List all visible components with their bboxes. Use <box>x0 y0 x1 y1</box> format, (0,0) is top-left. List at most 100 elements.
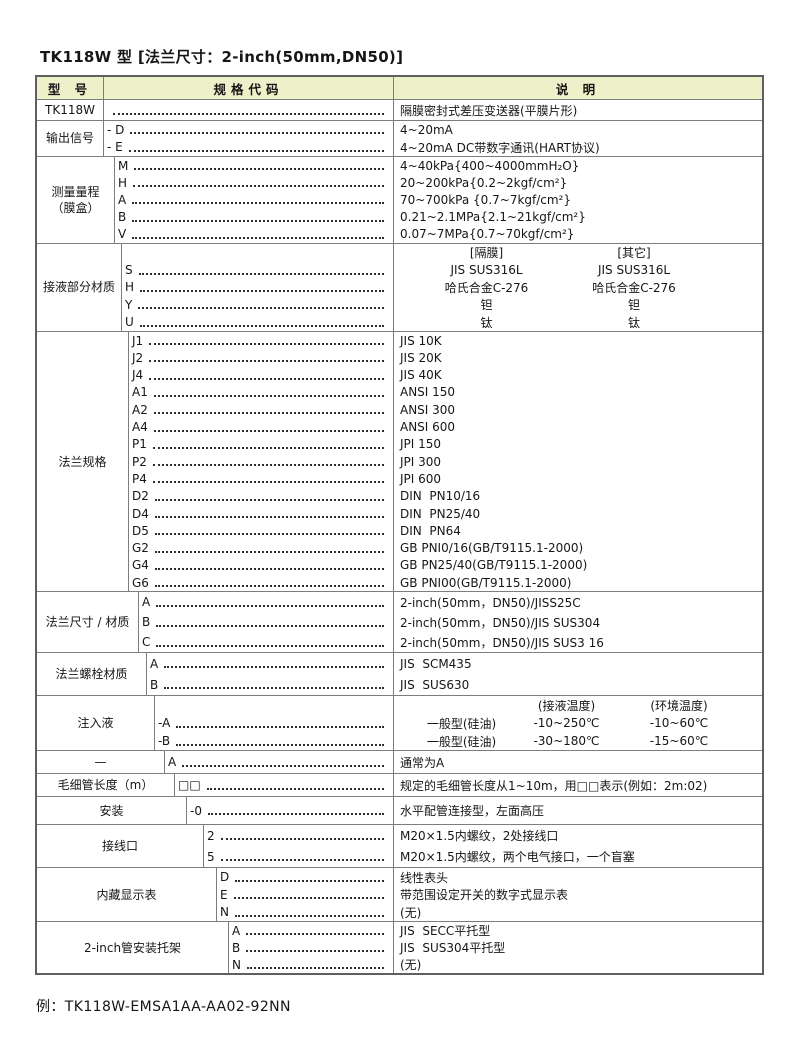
desc-column: JIS SECC平托型 JIS SUS304平托型 (无) <box>393 922 762 974</box>
code-line: D5 <box>129 522 393 539</box>
dotted-leader <box>132 236 384 239</box>
code-line: -0 <box>187 797 393 824</box>
section-label: 毛细管长度（m） <box>37 774 175 797</box>
spec-desc: 0.07~7MPa{0.7~70kgf/cm²} <box>400 227 575 242</box>
desc-column: JIS 10K JIS 20K JIS 40K ANSI 150 ANSI 30… <box>393 331 762 592</box>
code-line: 5 <box>204 846 393 867</box>
desc-column: [隔膜] [其它] JIS SUS316L JIS SUS316L 哈氏合金C-27… <box>393 243 762 331</box>
spec-code: D <box>220 870 230 885</box>
spec-code: A4 <box>132 420 148 435</box>
code-column: -0 <box>187 797 393 824</box>
code-line: B <box>115 209 393 226</box>
spec-code: Y <box>125 297 133 312</box>
spec-code: 5 <box>207 849 215 864</box>
spec-code: E <box>220 887 228 902</box>
spec-code: -A <box>158 716 171 731</box>
page-title: TK118W 型 [法兰尺寸：2-inch(50mm,DN50)] <box>40 48 404 66</box>
section-label: 内藏显示表 <box>37 868 217 922</box>
section-label: 测量量程 （膜盒） <box>37 157 115 243</box>
spec-code: B <box>150 677 159 692</box>
spec-code: H <box>118 175 128 190</box>
spec-code: G2 <box>132 541 149 556</box>
spec-code: N <box>220 905 229 920</box>
section-fill-fluid: 注入液 -A -B (接液温度) (环境温度) 一般型(硅油) -10~250℃ -1… <box>37 695 762 751</box>
desc-column: 水平配管连接型，左面高压 <box>393 797 762 825</box>
code-line: H <box>115 174 393 191</box>
spec-desc: 哈氏合金C-276 哈氏合金C-276 <box>444 280 676 295</box>
dotted-leader <box>164 687 384 690</box>
desc-column: 规定的毛细管长度从1~10m，用□□表示(例如：2m:02) <box>393 774 762 797</box>
spec-desc: 水平配管连接型，左面高压 <box>400 804 545 819</box>
desc-column: M20×1.5内螺纹，2处接线口 M20×1.5内螺纹，两个电气接口，一个盲塞 <box>393 825 762 868</box>
code-line: A <box>229 922 393 939</box>
temperature-col-headers: (接液温度) (环境温度) <box>537 698 708 713</box>
dotted-leader <box>156 644 384 647</box>
capillary-code-boxes: □□ <box>178 778 201 793</box>
spec-desc: 钽钽 <box>480 298 640 313</box>
code-line: D4 <box>129 505 393 522</box>
code-line: G6 <box>129 574 393 591</box>
spec-code: P1 <box>132 437 147 452</box>
dotted-leader <box>234 914 384 917</box>
spec-desc: GB PN25/40(GB/T9115.1-2000) <box>400 558 588 573</box>
spec-code: 2 <box>207 828 215 843</box>
spec-desc: M20×1.5内螺纹，2处接线口 <box>400 829 559 844</box>
section-label: 法兰螺栓材质 <box>37 653 147 696</box>
spec-desc: 4~40kPa{400~4000mmH₂O} <box>400 158 580 173</box>
spec-desc: JIS SECC平托型 <box>400 924 491 939</box>
dotted-leader <box>154 533 384 536</box>
dotted-leader <box>132 219 384 222</box>
code-line: P4 <box>129 470 393 487</box>
code-line: C <box>139 632 393 652</box>
dotted-leader <box>246 933 384 936</box>
section-flange-size-material: 法兰尺寸 / 材质 A B C 2-inch(50mm，DN50)/JISS25… <box>37 591 762 653</box>
spec-desc: 20~200kPa{0.2~2kgf/cm²} <box>400 175 568 190</box>
code-column: - D - E <box>104 121 393 156</box>
material-col-headers: [隔膜] [其它] <box>469 246 651 261</box>
spec-code: D2 <box>132 489 149 504</box>
dotted-leader <box>156 624 384 627</box>
code-column: □□ <box>175 774 393 796</box>
section-label: — <box>37 751 165 774</box>
spec-code: U <box>125 315 134 330</box>
header-model: 型 号 <box>37 77 104 99</box>
spec-desc: 一般型(硅油) -10~250℃ -10~60℃ <box>426 716 709 731</box>
spec-desc: ANSI 150 <box>400 385 456 400</box>
dotted-leader <box>130 132 384 135</box>
spec-desc: (无) <box>400 905 422 920</box>
dotted-leader <box>153 429 384 432</box>
section-mounting: 安装 -0 水平配管连接型，左面高压 <box>37 796 762 825</box>
spec-desc: DIN PN25/40 <box>400 506 481 521</box>
spec-code: -B <box>158 734 171 749</box>
section-wetted-parts-material: 接液部分材质 S H Y U [隔膜] [其它] JIS SUS316L JIS S… <box>37 242 762 331</box>
code-column: D E N <box>217 868 393 921</box>
code-line: - D <box>104 121 393 139</box>
spec-desc: JIS SUS316L JIS SUS316L <box>450 263 671 278</box>
spec-code: J1 <box>132 333 144 348</box>
section-capillary-length: 毛细管长度（m） □□ 规定的毛细管长度从1~10m，用□□表示(例如：2m:0… <box>37 773 762 797</box>
spec-desc: M20×1.5内螺纹，两个电气接口，一个盲塞 <box>400 850 635 865</box>
code-column <box>104 100 393 120</box>
code-line: B <box>229 939 393 956</box>
table-header-row: 型 号 规格代码 说 明 <box>37 77 762 99</box>
dotted-leader <box>153 412 384 415</box>
code-column: M H A B V <box>115 157 393 243</box>
dotted-leader <box>154 516 384 518</box>
spec-desc: JIS SUS304平托型 <box>400 941 506 956</box>
section-label: 输出信号 <box>37 121 104 156</box>
spec-code: D4 <box>132 506 149 521</box>
section-label: 法兰规格 <box>37 331 129 592</box>
dotted-leader <box>246 950 384 953</box>
spec-code: B <box>118 210 127 225</box>
spec-desc: 隔膜密封式差压变送器(平膜片形) <box>400 103 578 118</box>
desc-column: 4~40kPa{400~4000mmH₂O} 20~200kPa{0.2~2kg… <box>393 157 762 243</box>
section-label: 接线口 <box>37 825 204 868</box>
code-line: A <box>139 592 393 612</box>
section-label: 法兰尺寸 / 材质 <box>37 592 139 653</box>
spec-desc: JIS SCM435 <box>400 656 472 671</box>
spec-desc: JIS 10K <box>400 333 442 348</box>
dotted-leader <box>154 550 384 553</box>
desc-column: 2-inch(50mm，DN50)/JISS25C 2-inch(50mm，DN… <box>393 592 762 653</box>
code-line: A <box>147 653 393 674</box>
